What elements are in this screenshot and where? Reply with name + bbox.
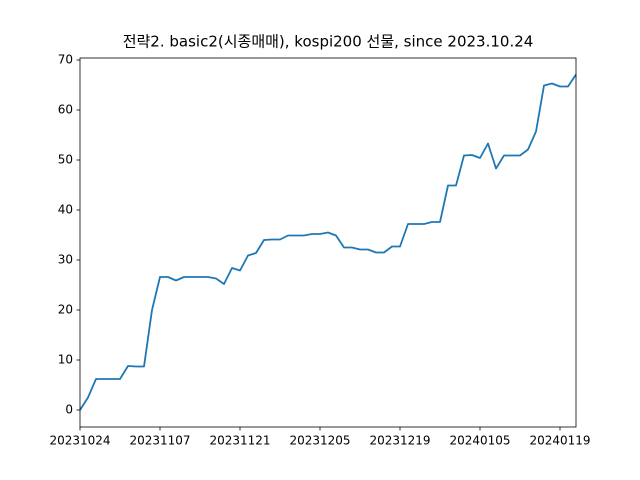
y-tick-label: 10 bbox=[58, 353, 73, 367]
axes-frame bbox=[79, 57, 577, 428]
y-tick-label: 40 bbox=[58, 203, 73, 217]
y-tick-label: 20 bbox=[58, 303, 73, 317]
x-tick-label: 20231219 bbox=[369, 434, 430, 448]
x-tick-label: 20231121 bbox=[209, 434, 270, 448]
chart-title: 전략2. basic2(시종매매), kospi200 선물, since 20… bbox=[123, 33, 534, 51]
y-tick-label: 50 bbox=[58, 153, 73, 167]
y-tick-label: 0 bbox=[65, 403, 73, 417]
y-tick-label: 60 bbox=[58, 103, 73, 117]
data-line bbox=[79, 74, 577, 411]
x-tick-label: 20240105 bbox=[449, 434, 510, 448]
y-tick-label: 70 bbox=[58, 53, 73, 67]
x-tick-label: 20231107 bbox=[129, 434, 190, 448]
x-tick-label: 20231205 bbox=[289, 434, 350, 448]
y-tick-label: 30 bbox=[58, 253, 73, 267]
x-tick-label: 20231024 bbox=[49, 434, 110, 448]
x-tick-label: 20240119 bbox=[529, 434, 590, 448]
